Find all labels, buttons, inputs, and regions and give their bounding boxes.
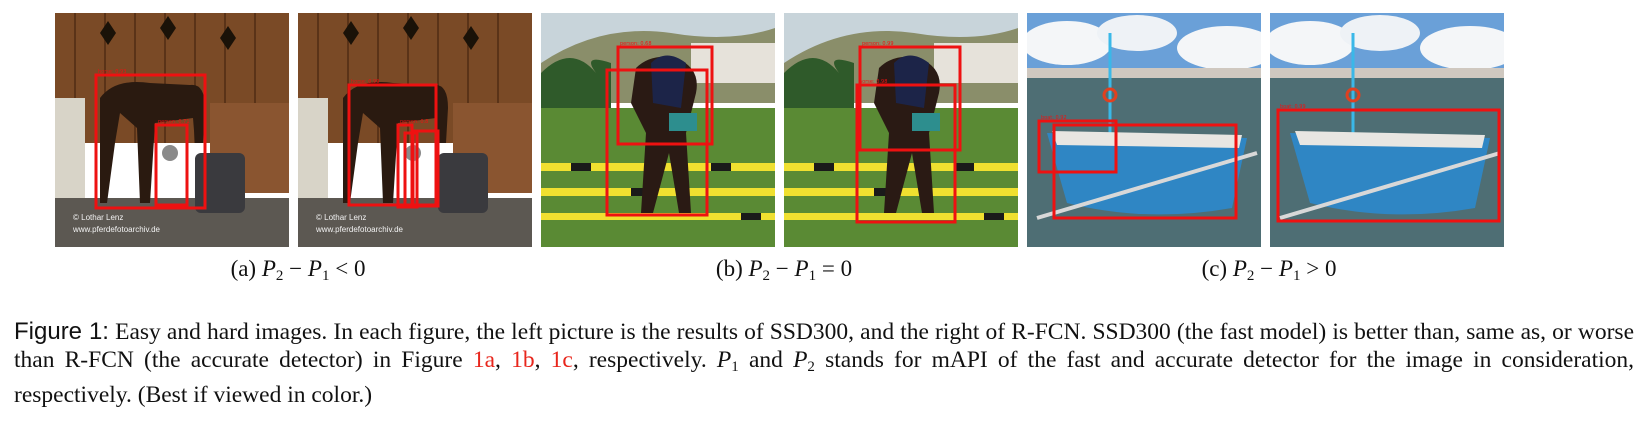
photo-c-rfcn: boat: 0.99	[1270, 13, 1504, 247]
svg-text:person: 0.8: person: 0.8	[400, 119, 428, 125]
photo-credit-line2: www.pferdefotoarchiv.de	[315, 225, 404, 234]
figure-ref-1c[interactable]: 1c	[550, 347, 573, 373]
subcaption-b: (b) P2 − P1 = 0	[715, 256, 853, 284]
figure-caption: Figure 1: Easy and hard images. In each …	[14, 318, 1635, 408]
svg-text:boat: 0.99: boat: 0.99	[1280, 104, 1306, 110]
photo-b-rfcn: person: 0.99 horse: 0.98	[784, 13, 1018, 247]
svg-text:person: 0.68: person: 0.68	[620, 41, 652, 47]
photo-credit-line1: © Lothar Lenz	[316, 213, 366, 222]
svg-text:horse: 0.99: horse: 0.99	[351, 79, 379, 85]
figure-ref-1b[interactable]: 1b	[511, 347, 535, 373]
figure-ref-1a[interactable]: 1a	[472, 347, 495, 373]
svg-text:person: 0.71: person: 0.71	[158, 119, 190, 125]
svg-text:horse: 0.98: horse: 0.98	[859, 79, 887, 85]
svg-text:boat: 0.92: boat: 0.92	[1041, 115, 1067, 121]
svg-text:horse: 0.93: horse: 0.93	[98, 69, 126, 75]
svg-text:person: 0.99: person: 0.99	[862, 41, 894, 47]
photo-b-ssd300: person: 0.68	[541, 13, 775, 247]
photo-credit-line2: www.pferdefotoarchiv.de	[72, 225, 161, 234]
subcaption-a: (a) P2 − P1 < 0	[230, 256, 366, 284]
photo-a-ssd300: horse: 0.93 person: 0.71 © Lothar Lenz w…	[55, 13, 289, 247]
photo-a-rfcn: horse: 0.99 person: 0.8 © Lothar Lenz ww…	[298, 13, 532, 247]
subcaption-c: (c) P2 − P1 > 0	[1201, 256, 1337, 284]
photo-credit-line1: © Lothar Lenz	[73, 213, 123, 222]
photo-c-ssd300: boat: 0.92	[1027, 13, 1261, 247]
figure-label: Figure 1:	[14, 318, 109, 345]
